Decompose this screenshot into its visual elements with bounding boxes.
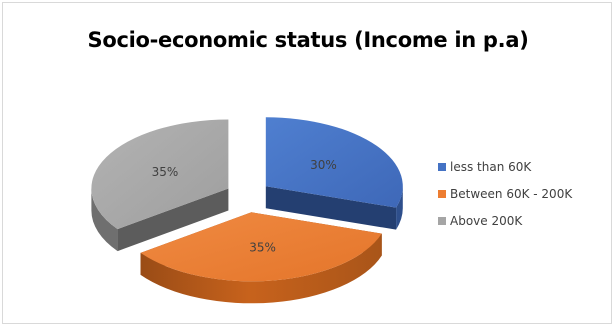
legend-swatch-blue <box>438 162 446 171</box>
pie-slice-top <box>91 119 229 230</box>
data-label-above-200k: 35% <box>152 165 179 179</box>
legend-swatch-orange <box>438 189 446 198</box>
pie-slice-side-wall <box>396 186 403 230</box>
pie-slice-top <box>265 117 403 208</box>
data-label-between-60k-200k: 35% <box>249 241 276 255</box>
legend-label: less than 60K <box>450 159 532 174</box>
pie-slice-between-60k-200k[interactable] <box>140 212 382 304</box>
legend-item-above-200k[interactable]: Above 200K <box>438 213 572 228</box>
pie-slice-above-200k[interactable] <box>91 119 229 252</box>
pie-slice-side-wall <box>91 188 118 252</box>
pie-slice-cut-face <box>265 186 397 230</box>
legend-item-less-than-60k[interactable]: less than 60K <box>438 159 572 174</box>
legend-item-between-60k-200k[interactable]: Between 60K - 200K <box>438 186 572 201</box>
data-label-less-than-60k: 30% <box>310 158 337 172</box>
pie-slice-side-wall <box>140 233 382 304</box>
pie-slice-cut-face <box>117 188 229 252</box>
pie-slice-top <box>140 212 382 282</box>
legend: less than 60K Between 60K - 200K Above 2… <box>438 159 572 240</box>
legend-swatch-gray <box>438 216 446 225</box>
legend-label: Above 200K <box>450 213 523 228</box>
pie-slice-less-than-60k[interactable] <box>265 117 403 230</box>
legend-label: Between 60K - 200K <box>450 186 573 201</box>
chart-title: Socio-economic status (Income in p.a) <box>87 28 529 52</box>
